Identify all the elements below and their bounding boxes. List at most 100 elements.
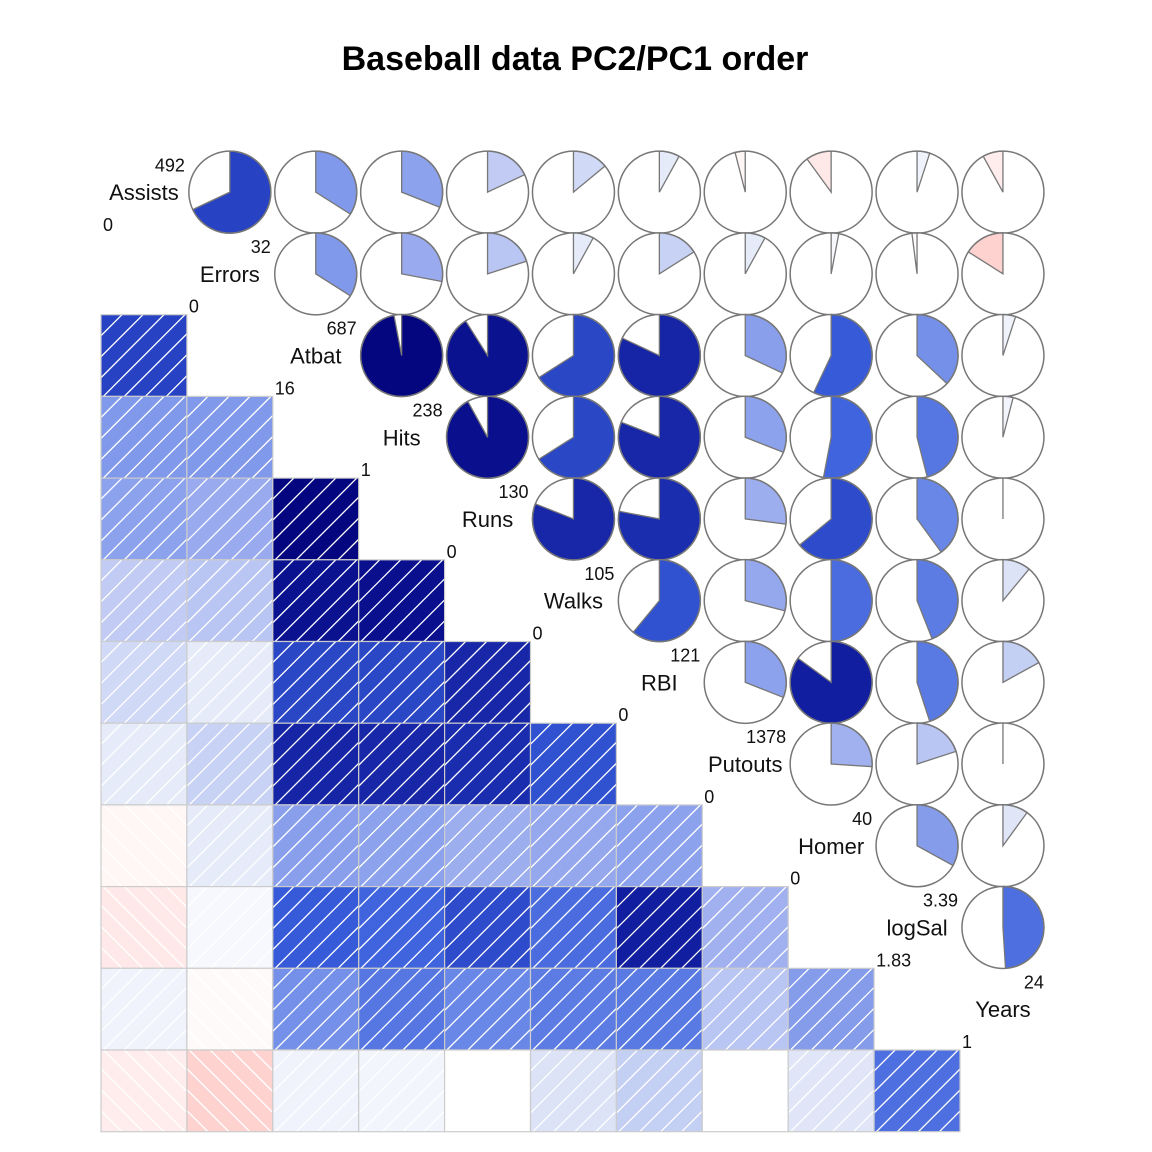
shade-cell-logSal-Hits: [358, 967, 446, 1051]
shade-cell-Years-Assists: [100, 1049, 188, 1133]
variable-min-label: 16: [275, 378, 295, 398]
variable-label: RBI: [641, 670, 678, 695]
variable-max-label: 3.39: [923, 891, 958, 911]
shade-cell-logSal-RBI: [615, 967, 703, 1051]
shade-cell-Hits-Assists: [100, 477, 188, 561]
variable-max-label: 238: [413, 400, 443, 420]
pie-cell-Errors-Atbat: [274, 232, 358, 316]
shade-cell-Runs-Errors: [186, 559, 274, 643]
shade-cell-Runs-Hits: [358, 559, 446, 643]
shade-cell-logSal-Walks: [529, 967, 618, 1051]
shade-cell-Homer-Runs: [444, 885, 532, 969]
pie-cell-Errors-Putouts: [703, 232, 787, 316]
pie-cell-Putouts-Homer: [789, 722, 873, 806]
pie-cell-Putouts-logSal: [875, 722, 959, 806]
pie-cell-Assists-Walks: [531, 150, 616, 234]
pie-cell-Assists-Errors: [188, 150, 272, 234]
shade-cell-Putouts-RBI: [615, 804, 703, 888]
shade-cell-Walks-Assists: [100, 640, 188, 724]
variable-max-label: 24: [1024, 972, 1044, 992]
variable-label: Years: [975, 997, 1030, 1022]
variable-min-label: 1: [361, 460, 371, 480]
pie-cell-Errors-Runs: [445, 232, 530, 316]
shade-cell-Years-RBI: [615, 1049, 703, 1133]
pie-cell-Walks-Putouts: [703, 558, 787, 643]
pie-cell-Hits-Runs: [445, 395, 530, 479]
pie-cell-RBI-Years: [961, 640, 1045, 725]
variable-max-label: 1378: [746, 727, 786, 747]
shade-cell-Years-Putouts: [701, 1049, 789, 1133]
shade-cell-RBI-Walks: [529, 722, 618, 806]
shade-cell-Years-Errors: [186, 1049, 274, 1133]
diagonal-labels: Assists4920Errors320Atbat68716Hits2381Ru…: [103, 155, 1044, 1052]
shade-cell-Putouts-Errors: [186, 804, 274, 888]
shade-cell-Years-Walks: [529, 1049, 618, 1133]
pie-cell-RBI-logSal: [875, 640, 959, 725]
variable-label: Putouts: [708, 752, 783, 777]
variable-max-label: 492: [155, 155, 185, 175]
variable-min-label: 0: [189, 297, 199, 317]
shade-cell-Atbat-Errors: [186, 395, 274, 479]
pie-cell-Errors-Homer: [789, 232, 873, 316]
pie-cell-Assists-Atbat: [274, 150, 358, 234]
variable-label: Hits: [383, 425, 421, 450]
shade-cell-logSal-Putouts: [701, 967, 789, 1051]
shade-cell-Atbat-Assists: [100, 395, 188, 479]
shade-cell-Homer-Atbat: [272, 885, 360, 969]
variable-min-label: 1: [962, 1032, 972, 1052]
shade-cell-Walks-Runs: [444, 640, 532, 724]
shade-cell-logSal-Atbat: [272, 967, 360, 1051]
pie-cell-Errors-Years: [961, 232, 1045, 316]
pie-cell-Walks-Years: [961, 558, 1045, 643]
corrgram-cells: [100, 150, 1045, 1133]
pie-cell-Runs-Walks: [531, 477, 616, 561]
shade-cell-Runs-Atbat: [272, 559, 360, 643]
pie-cell-Walks-Homer: [789, 558, 873, 643]
shade-cell-Years-Runs: [444, 1049, 532, 1133]
pie-cell-Hits-Walks: [531, 395, 616, 479]
shade-cell-RBI-Hits: [358, 722, 446, 806]
variable-max-label: 130: [498, 482, 528, 502]
pie-cell-Assists-logSal: [875, 150, 959, 234]
variable-label: Errors: [200, 262, 260, 287]
shade-cell-Years-logSal: [873, 1049, 961, 1133]
shade-cell-Years-Hits: [358, 1049, 446, 1133]
pie-cell-Homer-Years: [961, 804, 1045, 888]
variable-label: logSal: [886, 915, 947, 940]
shade-cell-Putouts-Runs: [444, 804, 532, 888]
pie-cell-Runs-logSal: [875, 477, 959, 561]
shade-cell-logSal-Assists: [100, 967, 188, 1051]
pie-cell-Hits-logSal: [875, 395, 959, 479]
pie-cell-Atbat-Walks: [531, 313, 616, 398]
pie-cell-Atbat-Runs: [445, 313, 530, 398]
variable-max-label: 105: [584, 564, 614, 584]
shade-cell-RBI-Atbat: [272, 722, 360, 806]
variable-min-label: 0: [790, 869, 800, 889]
chart-title: Baseball data PC2/PC1 order: [342, 40, 809, 78]
shade-cell-RBI-Runs: [444, 722, 532, 806]
pie-cell-Errors-Walks: [531, 232, 616, 316]
pie-cell-Errors-RBI: [617, 232, 702, 316]
pie-cell-Errors-logSal: [875, 232, 959, 316]
pie-cell-Assists-Hits: [359, 150, 444, 234]
shade-cell-Errors-Assists: [100, 314, 188, 398]
pie-cell-Runs-RBI: [617, 477, 702, 561]
pie-cell-Assists-Years: [961, 150, 1045, 234]
pie-cell-Assists-Homer: [789, 150, 873, 234]
pie-cell-Putouts-Years: [961, 722, 1045, 806]
pie-cell-Assists-Putouts: [703, 150, 787, 234]
pie-cell-Assists-RBI: [617, 150, 702, 234]
variable-label: Homer: [798, 834, 864, 859]
variable-min-label: 1.83: [876, 950, 911, 970]
shade-cell-logSal-Homer: [787, 967, 875, 1051]
shade-cell-Years-Atbat: [272, 1049, 360, 1133]
variable-min-label: 0: [618, 705, 628, 725]
shade-cell-Homer-Putouts: [701, 885, 789, 969]
variable-label: Atbat: [290, 344, 341, 369]
variable-min-label: 0: [447, 542, 457, 562]
pie-cell-Atbat-Homer: [789, 313, 873, 398]
pie-cell-Atbat-Hits: [359, 313, 444, 398]
pie-cell-Atbat-Years: [961, 313, 1045, 398]
shade-cell-Putouts-Atbat: [272, 804, 360, 888]
